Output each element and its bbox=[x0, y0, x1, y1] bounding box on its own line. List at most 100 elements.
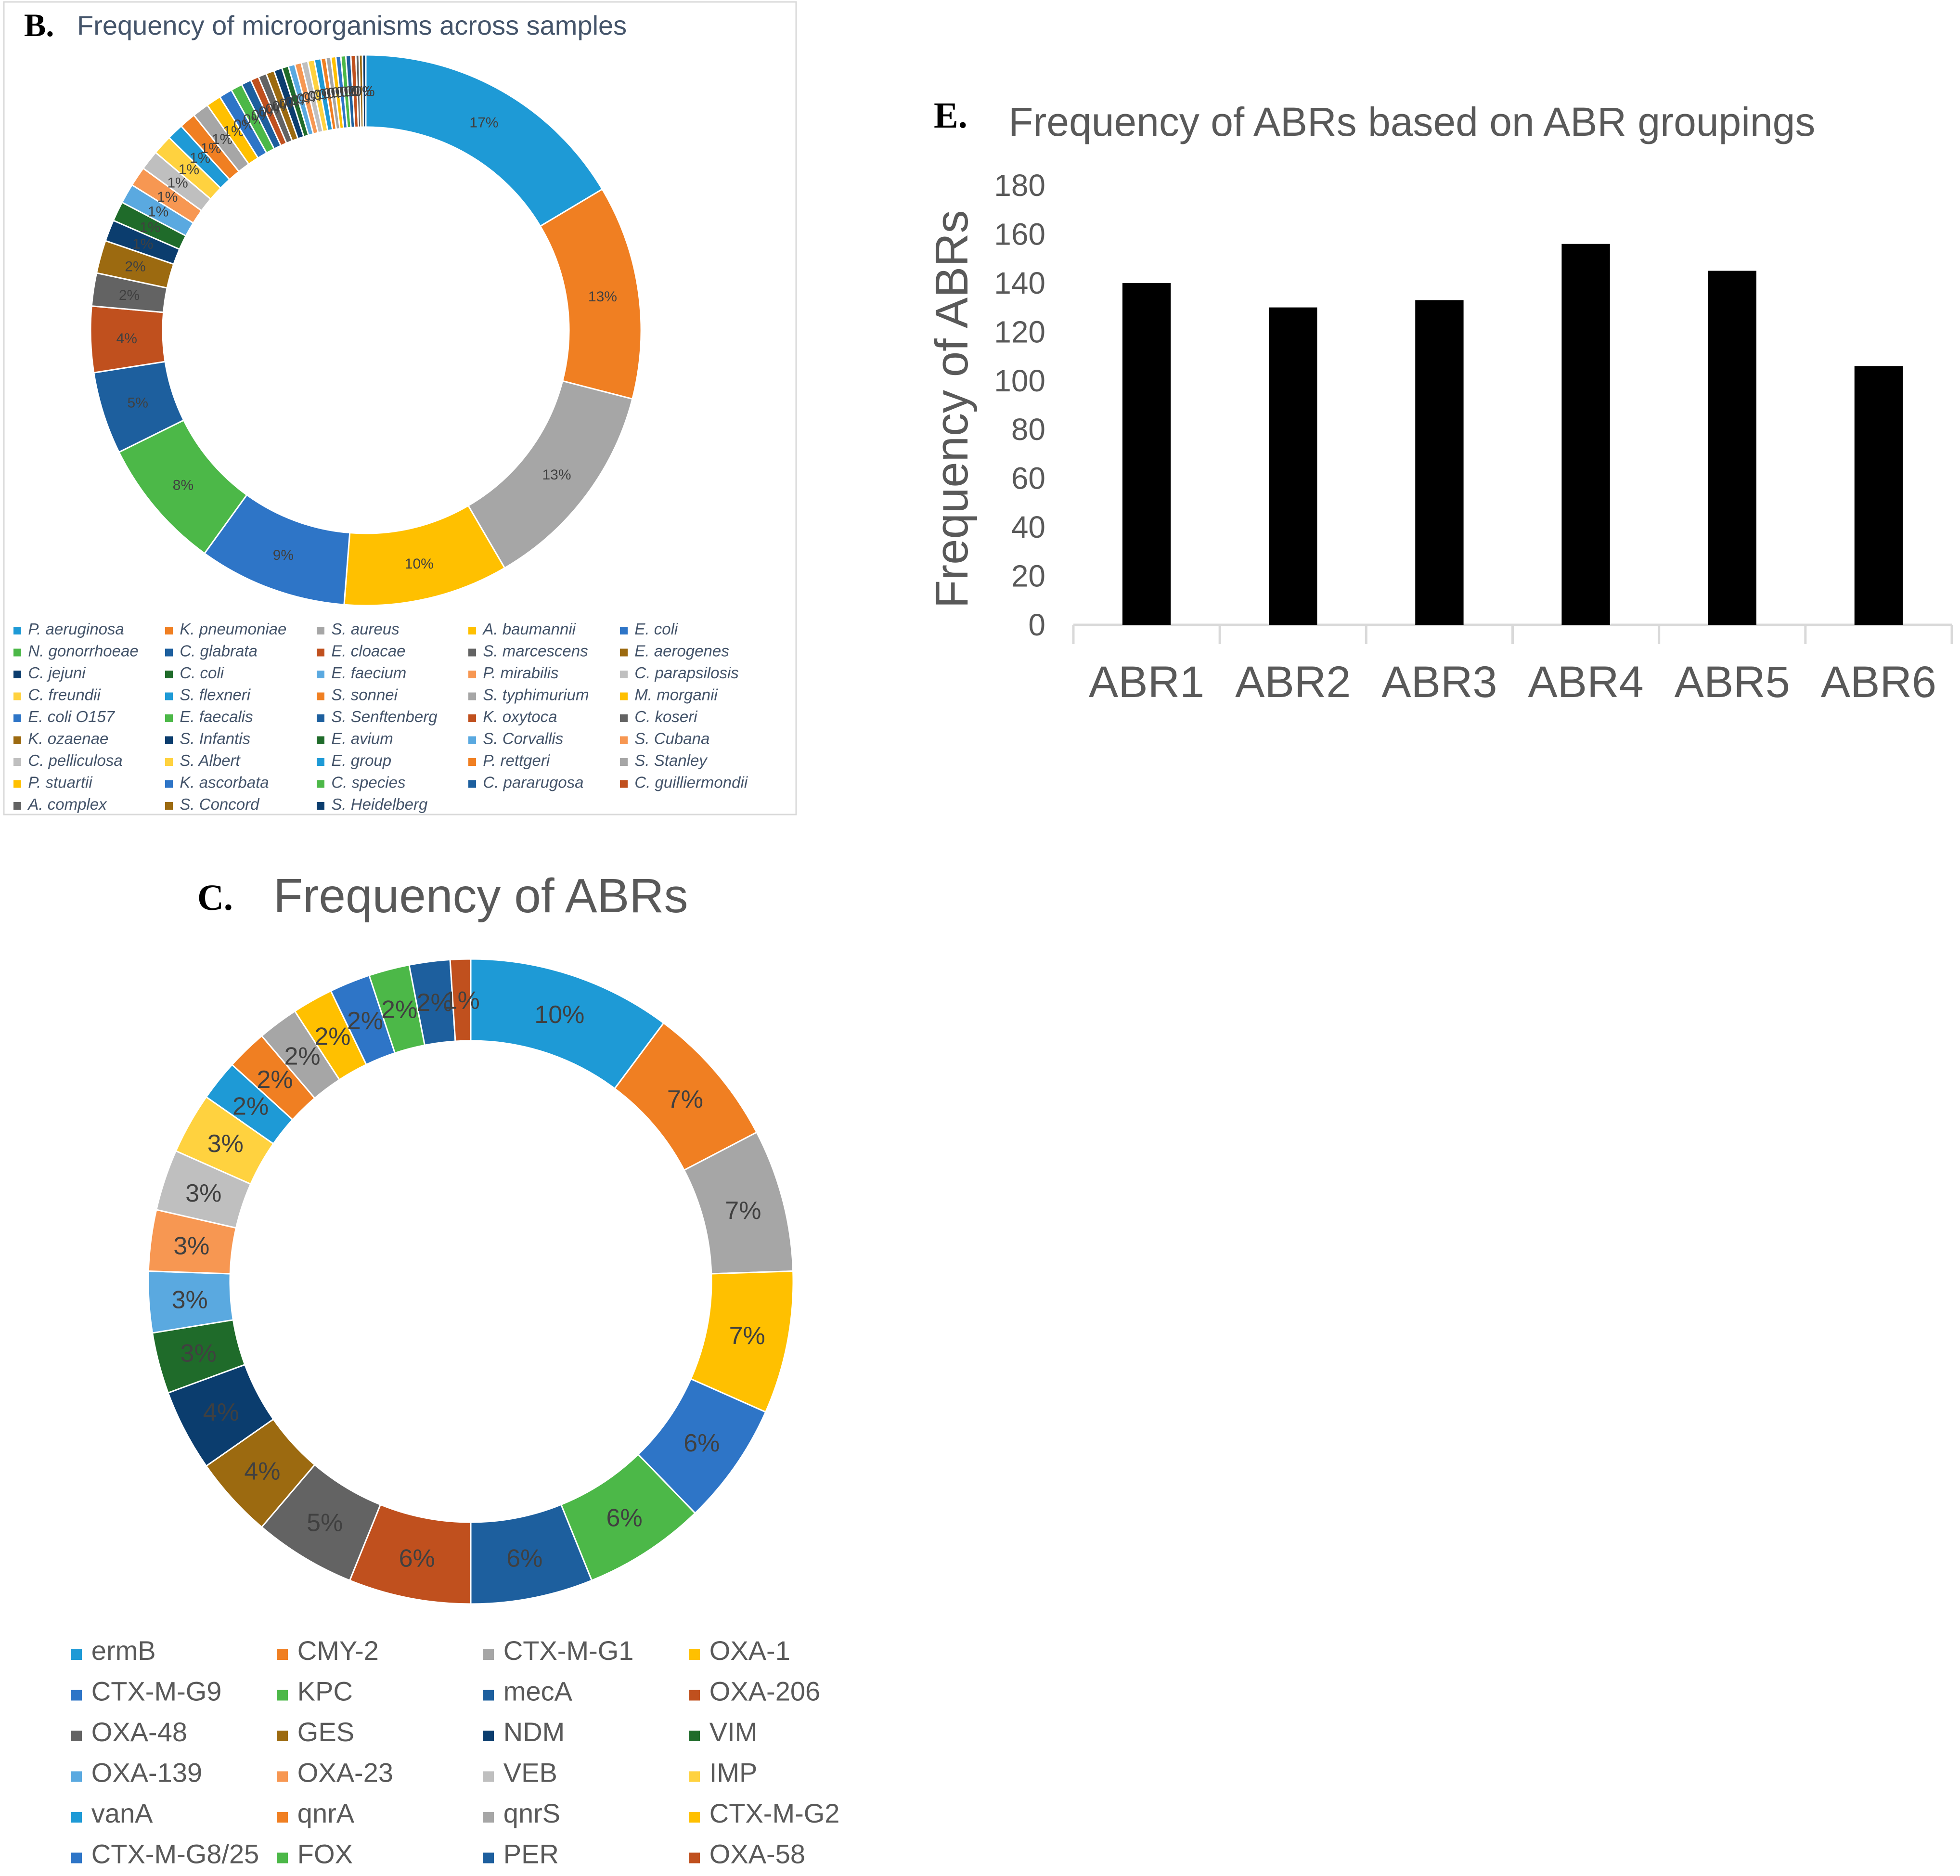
abr-slice-label: 6% bbox=[606, 1504, 643, 1532]
abr-legend-swatch bbox=[483, 1812, 494, 1823]
microorganism-legend-item-s-senftenberg: S. Senftenberg bbox=[331, 708, 438, 725]
microorganism-legend-swatch bbox=[13, 780, 21, 788]
x-tick-label: ABR6 bbox=[1821, 658, 1936, 707]
abr-slice-label: 3% bbox=[185, 1179, 221, 1207]
microorganism-legend-swatch bbox=[165, 736, 173, 744]
microorganism-legend-swatch bbox=[317, 714, 324, 722]
abr-grouping-bar-chart: 0 20 40 60 80 100 120 140 160 180 ABR1 ABR2 ABR3 ABR4… bbox=[994, 168, 1953, 707]
microorganism-legend-item-e-cloacae: E. cloacae bbox=[331, 642, 405, 660]
microorganism-legend-item-e-aerogenes: E. aerogenes bbox=[634, 642, 729, 660]
microorganism-legend-swatch bbox=[13, 692, 21, 700]
abr-legend-swatch bbox=[689, 1852, 700, 1863]
abr-legend-swatch bbox=[689, 1731, 700, 1741]
microorganism-legend-item-s-cubana: S. Cubana bbox=[634, 730, 709, 748]
abr-slice-label: 5% bbox=[307, 1509, 343, 1537]
microorganism-legend-swatch bbox=[165, 648, 173, 657]
microorganism-legend-item-c-parapsilosis: C. parapsilosis bbox=[634, 664, 738, 682]
abr-slice-label: 7% bbox=[729, 1322, 765, 1350]
panel-b-letter: B. bbox=[24, 7, 54, 43]
abr-legend-swatch bbox=[689, 1690, 700, 1701]
abr-legend-swatch bbox=[277, 1852, 288, 1863]
microorganism-legend-item-e-avium: E. avium bbox=[331, 730, 393, 748]
microorganism-legend-swatch bbox=[620, 671, 628, 678]
abr-slice-label: 2% bbox=[284, 1042, 321, 1070]
microorganism-legend-item-c-pelliculosa: C. pelliculosa bbox=[28, 751, 122, 769]
microorganism-legend-item-s-sonnei: S. sonnei bbox=[331, 686, 398, 704]
microorganism-slice-label: 9% bbox=[273, 547, 294, 563]
microorganism-legend-swatch bbox=[468, 671, 476, 678]
abr-legend-item-oxa-1: OXA-1 bbox=[709, 1635, 790, 1666]
abr-legend-item-per: PER bbox=[503, 1839, 559, 1869]
microorganism-slice-label: 0% bbox=[351, 84, 372, 100]
microorganism-legend-swatch bbox=[13, 627, 21, 634]
microorganism-legend-item-e-group: E. group bbox=[331, 751, 391, 769]
microorganism-legend-swatch bbox=[165, 692, 173, 700]
microorganism-legend-swatch bbox=[165, 758, 173, 766]
microorganism-legend-item-s-aureus: S. aureus bbox=[331, 620, 399, 638]
abr-legend-item-ermb: ermB bbox=[91, 1635, 156, 1666]
microorganism-slice-label: 1% bbox=[148, 204, 168, 220]
x-tick-label: ABR3 bbox=[1381, 658, 1497, 707]
microorganism-donut-chart: 17%13%13%10%9%8%5%4%2%2%1%1%1%1%1%1%1%1%… bbox=[90, 54, 642, 607]
microorganism-slice-label: 0% bbox=[354, 84, 374, 100]
microorganism-legend-swatch bbox=[165, 802, 173, 810]
microorganism-legend-swatch bbox=[165, 671, 173, 678]
microorganism-legend-swatch bbox=[13, 671, 21, 678]
y-tick-label: 40 bbox=[1011, 510, 1045, 544]
y-tick-label: 60 bbox=[1011, 461, 1045, 496]
microorganism-legend: P. aeruginosa K. pneumoniae S. aureus A. ba… bbox=[13, 620, 748, 813]
abr-legend-item-oxa-206: OXA-206 bbox=[709, 1676, 820, 1707]
abr-slice-label: 6% bbox=[683, 1429, 720, 1457]
y-tick-label: 0 bbox=[1028, 608, 1045, 642]
abr-legend-item-meca: mecA bbox=[503, 1676, 573, 1707]
microorganism-legend-item-s-stanley: S. Stanley bbox=[634, 751, 708, 769]
microorganism-legend-item-n-gonorrhoeae: N. gonorrhoeae bbox=[28, 642, 138, 660]
microorganism-legend-item-s-typhimurium: S. typhimurium bbox=[483, 686, 589, 704]
microorganism-legend-swatch bbox=[620, 692, 628, 700]
abr-legend-swatch bbox=[483, 1731, 494, 1741]
abr-legend-swatch bbox=[483, 1649, 494, 1660]
microorganism-slice-label: 13% bbox=[542, 467, 571, 483]
microorganism-legend-item-s-concord: S. Concord bbox=[180, 795, 260, 813]
bar-abr5 bbox=[1708, 271, 1756, 625]
microorganism-legend-swatch bbox=[620, 780, 628, 788]
microorganism-slice-label: 17% bbox=[469, 115, 498, 130]
abr-legend-item-vim: VIM bbox=[709, 1717, 758, 1747]
microorganism-legend-swatch bbox=[13, 802, 21, 810]
microorganism-legend-item-k-ozaenae: K. ozaenae bbox=[28, 730, 108, 748]
abr-legend-swatch bbox=[483, 1852, 494, 1863]
x-tick-label: ABR1 bbox=[1089, 658, 1204, 707]
abr-legend: ermB CMY-2 CTX-M-G1 OXA-1 CTX-M-G9 KPC mecA OXA… bbox=[71, 1635, 839, 1869]
microorganism-legend-item-s-flexneri: S. flexneri bbox=[180, 686, 251, 704]
abr-legend-item-vana: vanA bbox=[91, 1798, 153, 1828]
microorganism-legend-item-e-faecalis: E. faecalis bbox=[180, 708, 253, 725]
y-tick-label: 120 bbox=[994, 314, 1045, 349]
abr-legend-swatch bbox=[483, 1690, 494, 1701]
microorganism-legend-item-e-faecium: E. faecium bbox=[331, 664, 406, 682]
bar-abr6 bbox=[1854, 366, 1903, 625]
abr-slice-label: 6% bbox=[506, 1544, 542, 1572]
abr-slice-label: 3% bbox=[181, 1340, 217, 1368]
bar-abr3 bbox=[1415, 300, 1464, 625]
microorganism-legend-item-p-stuartii: P. stuartii bbox=[28, 774, 93, 791]
microorganism-legend-item-s-corvallis: S. Corvallis bbox=[483, 730, 563, 748]
bar-abr1 bbox=[1122, 283, 1171, 625]
microorganism-slice-label: 1% bbox=[140, 220, 160, 235]
abr-legend-item-oxa-48: OXA-48 bbox=[91, 1717, 187, 1747]
microorganism-legend-swatch bbox=[468, 736, 476, 744]
abr-legend-swatch bbox=[277, 1731, 288, 1741]
bar-abr2 bbox=[1269, 307, 1317, 625]
abr-legend-item-oxa-58: OXA-58 bbox=[709, 1839, 805, 1869]
microorganism-legend-item-m-morganii: M. morganii bbox=[634, 686, 718, 704]
microorganism-slice-label: 1% bbox=[132, 236, 153, 252]
abr-slice-label: 2% bbox=[232, 1092, 269, 1120]
abr-slice-label: 10% bbox=[534, 1001, 584, 1029]
panel-c-letter: C. bbox=[197, 878, 233, 918]
microorganism-legend-item-c-species: C. species bbox=[331, 774, 405, 791]
panel-e-title: Frequency of ABRs based on ABR groupings bbox=[1008, 99, 1815, 144]
abr-legend-swatch bbox=[277, 1812, 288, 1823]
abr-legend-item-ctx-m-g8-25: CTX-M-G8/25 bbox=[91, 1839, 259, 1869]
microorganism-legend-item-k-pneumoniae: K. pneumoniae bbox=[180, 620, 286, 638]
microorganism-legend-item-p-mirabilis: P. mirabilis bbox=[483, 664, 558, 682]
